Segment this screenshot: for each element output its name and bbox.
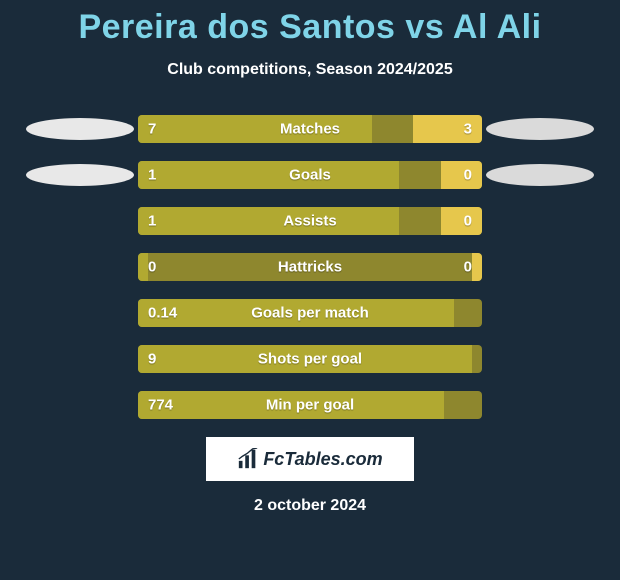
stat-label: Goals <box>289 167 331 184</box>
stat-value-left: 1 <box>148 213 156 230</box>
bar-chart-icon <box>237 448 259 470</box>
stat-label: Matches <box>280 121 340 138</box>
stat-label: Assists <box>283 213 336 230</box>
stat-label: Shots per goal <box>258 351 362 368</box>
stat-row: 0.14 Goals per match <box>0 299 620 327</box>
stat-value-left: 774 <box>148 397 173 414</box>
stat-value-left: 9 <box>148 351 156 368</box>
brand-box[interactable]: FcTables.com <box>206 437 414 481</box>
stat-bar-right-fill <box>472 253 482 281</box>
stat-value-left: 1 <box>148 167 156 184</box>
stat-bar-right-fill <box>441 207 482 235</box>
stat-bar: 7 3 Matches <box>138 115 482 143</box>
stat-value-right: 3 <box>464 121 472 138</box>
comparison-card: Pereira dos Santos vs Al Ali Club compet… <box>0 0 620 580</box>
stat-row: 1 0 Goals <box>0 161 620 189</box>
stat-label: Min per goal <box>266 397 354 414</box>
stat-bar: 0 0 Hattricks <box>138 253 482 281</box>
stat-bar: 1 0 Assists <box>138 207 482 235</box>
stat-row: 7 3 Matches <box>0 115 620 143</box>
subtitle: Club competitions, Season 2024/2025 <box>0 61 620 79</box>
stat-value-right: 0 <box>464 213 472 230</box>
player-right-badge <box>486 118 594 140</box>
stat-row: 1 0 Assists <box>0 207 620 235</box>
stat-row: 9 Shots per goal <box>0 345 620 373</box>
stat-bar: 774 Min per goal <box>138 391 482 419</box>
stat-bar-left-fill <box>138 161 399 189</box>
stat-bar: 9 Shots per goal <box>138 345 482 373</box>
page-title: Pereira dos Santos vs Al Ali <box>0 0 620 47</box>
stat-value-left: 7 <box>148 121 156 138</box>
stat-bar-left-fill <box>138 253 148 281</box>
stat-value-left: 0 <box>148 259 156 276</box>
player-right-badge <box>486 164 594 186</box>
stat-label: Hattricks <box>278 259 342 276</box>
stat-value-right: 0 <box>464 259 472 276</box>
date-label: 2 october 2024 <box>0 497 620 515</box>
stat-value-right: 0 <box>464 167 472 184</box>
player-left-badge <box>26 118 134 140</box>
player-left-badge <box>26 164 134 186</box>
stat-bar: 0.14 Goals per match <box>138 299 482 327</box>
stat-row: 0 0 Hattricks <box>0 253 620 281</box>
stat-bar: 1 0 Goals <box>138 161 482 189</box>
stat-bar-left-fill <box>138 207 399 235</box>
stat-value-left: 0.14 <box>148 305 177 322</box>
stat-row: 774 Min per goal <box>0 391 620 419</box>
stat-rows: 7 3 Matches 1 0 Goals 1 0 Assists 0 0 Hattricks 0.14… <box>0 115 620 419</box>
stat-label: Goals per match <box>251 305 369 322</box>
brand-label: FcTables.com <box>263 449 382 470</box>
stat-bar-right-fill <box>441 161 482 189</box>
